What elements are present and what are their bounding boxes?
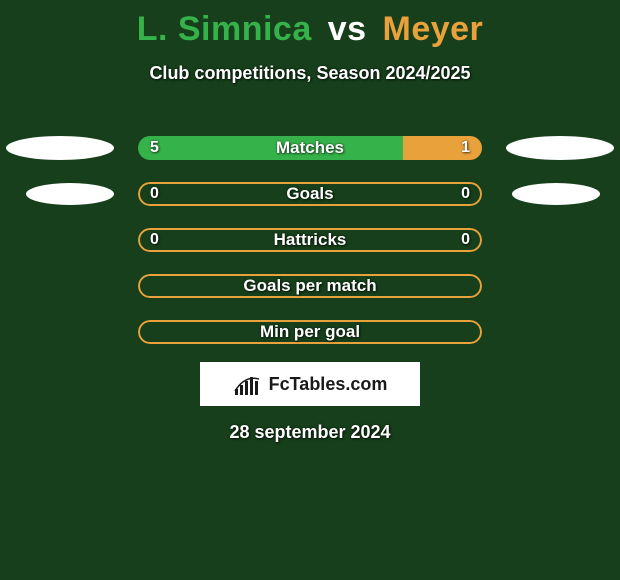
stat-row: Hattricks0 0 [0,216,620,262]
stat-bar: Min per goal [138,320,482,344]
stat-value-left: 0 [150,228,159,252]
stat-label: Goals per match [138,274,482,298]
branding: FcTables.com [200,362,420,406]
date: 28 september 2024 [0,422,620,443]
title-player1: L. Simnica [137,10,312,48]
page-title: L. Simnica vs Meyer [0,0,620,49]
chart-icon [233,373,263,395]
stat-value-right: 1 [461,136,470,160]
branding-text: FcTables.com [269,374,388,395]
subtitle: Club competitions, Season 2024/2025 [0,63,620,84]
stat-bar: Hattricks0 0 [138,228,482,252]
stat-row: Goals per match [0,262,620,308]
stat-row: Matches5 1 [0,124,620,170]
title-player2: Meyer [383,10,484,48]
stat-value-right: 0 [461,228,470,252]
player-shape-left [26,183,114,205]
comparison-infographic: L. Simnica vs Meyer Club competitions, S… [0,0,620,580]
stat-label: Min per goal [138,320,482,344]
player-shape-left [6,136,114,160]
stat-bar: Goals0 0 [138,182,482,206]
stat-label: Goals [138,182,482,206]
stat-value-left: 0 [150,182,159,206]
stat-bar: Matches5 1 [138,136,482,160]
player-shape-right [506,136,614,160]
stat-row: Goals0 0 [0,170,620,216]
stat-value-left: 5 [150,136,159,160]
stat-label: Matches [138,136,482,160]
stat-bar: Goals per match [138,274,482,298]
title-vs: vs [328,10,367,48]
player-shape-right [512,183,600,205]
stat-label: Hattricks [138,228,482,252]
stat-value-right: 0 [461,182,470,206]
stats-rows: Matches51Goals00Hattricks00Goals per mat… [0,124,620,354]
stat-row: Min per goal [0,308,620,354]
